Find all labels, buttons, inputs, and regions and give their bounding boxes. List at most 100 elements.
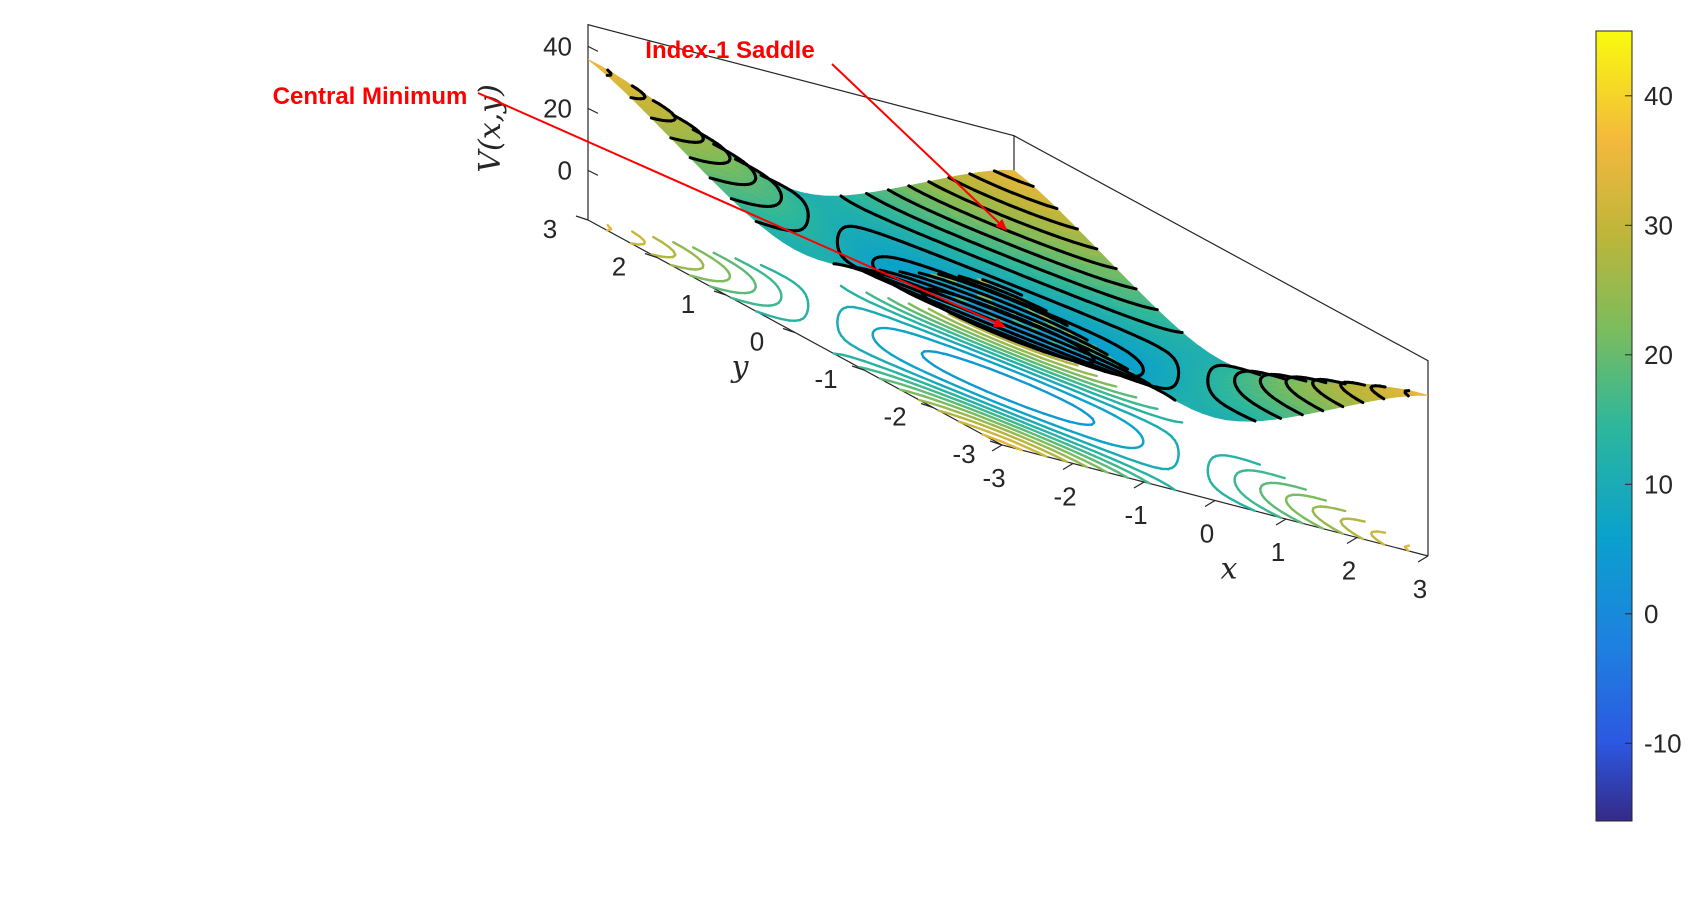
floor-contour-segment [968, 382, 987, 393]
floor-contour-segment [1280, 510, 1293, 519]
floor-contour-segment [1139, 462, 1151, 468]
floor-contour-segment [869, 301, 885, 310]
floor-contour-segment [1043, 412, 1060, 420]
floor-contour-segment [901, 315, 912, 322]
y-tick-label: 2 [612, 252, 626, 282]
floor-contour-segment [964, 402, 982, 411]
floor-contour-segment [929, 401, 945, 409]
floor-contour-segment [1152, 423, 1159, 429]
surface-contour-segment [965, 198, 974, 205]
surface-contour-segment [928, 288, 944, 297]
surface-contour-segment [1039, 255, 1053, 263]
surface-contour-segment [1052, 300, 1067, 308]
floor-contour-segment [1293, 485, 1308, 491]
surface-contour-segment [927, 180, 938, 187]
floor-contour-segment [1113, 390, 1128, 397]
floor-contour-segment [1112, 458, 1132, 468]
surface-contour-segment [1007, 337, 1021, 345]
floor-contour-segment [933, 385, 953, 395]
floor-contour-segment [1345, 527, 1356, 535]
floor-contour-segment [1093, 454, 1104, 461]
floor-contour-segment [999, 415, 1011, 422]
floor-contour-segment [1313, 496, 1328, 502]
floor-contour-segment [971, 336, 991, 346]
floor-contour-segment [998, 430, 1008, 436]
floor-contour-segment [1016, 351, 1029, 358]
surface-contour-segment [1117, 297, 1130, 304]
surface-contour-segment [927, 266, 942, 273]
surface-contour-segment [952, 298, 960, 303]
floor-contour-segment [942, 405, 960, 414]
floor-contour-segment [1113, 452, 1127, 460]
floor-contour-segment [1033, 416, 1043, 422]
surface-contour-segment [933, 275, 945, 282]
floor-contour-segment [860, 349, 872, 357]
floor-contour-segment [1090, 387, 1103, 393]
floor-contour-segment [1069, 430, 1088, 438]
floor-contour-segment [1052, 381, 1074, 392]
floor-contour-segment [1042, 433, 1051, 438]
surface-contour-segment [978, 325, 994, 333]
surface-contour-segment [935, 304, 949, 312]
floor-contour-segment [975, 393, 996, 403]
floor-contour-segment [1006, 362, 1015, 368]
floor-contour-segment [1302, 516, 1314, 525]
floor-contour-segment [1029, 383, 1048, 394]
floor-contour-segment [1095, 465, 1109, 474]
surface-contour-segment [992, 331, 1007, 339]
surface-contour-segment [1014, 311, 1021, 316]
surface-contour-segment [934, 301, 950, 309]
surface-contour-segment [940, 282, 954, 290]
floor-contour-segment [973, 325, 992, 335]
surface-contour-segment [1060, 276, 1076, 285]
floor-contour-segment [999, 439, 1006, 444]
floor-contour-segment [891, 375, 909, 383]
floor-contour-segment [958, 318, 962, 322]
floor-contour-segment [1333, 507, 1347, 513]
floor-contour-segment [1068, 393, 1076, 398]
surface-contour-segment [1032, 324, 1046, 332]
z-tick-label: 20 [543, 93, 572, 123]
floor-contour-segment [1084, 371, 1099, 378]
y-tick-mark [851, 365, 865, 371]
y-tick-mark [575, 215, 589, 221]
surface-contour-segment [1072, 281, 1088, 289]
floor-contour-segment [1135, 408, 1140, 412]
surface-contour-segment [1112, 371, 1125, 378]
surface-contour-segment [941, 278, 955, 285]
x-tick-label: 0 [1200, 519, 1214, 549]
floor-contour-segment [1099, 390, 1110, 396]
surface-contour-segment [992, 249, 1002, 255]
floor-contour-segment [995, 342, 1008, 350]
floor-contour-segment [1084, 450, 1096, 458]
colorbar: -10 0 10 20 30 40 [1595, 30, 1682, 822]
floor-contour-segment [732, 262, 743, 270]
surface-contour-segment [1074, 360, 1089, 367]
surface-contour-segment [1062, 250, 1076, 258]
floor-contour-segment [1036, 438, 1057, 449]
surface-contour-segment [1066, 343, 1082, 352]
floor-contour-segment [966, 414, 977, 420]
surface-contour-segment [1084, 285, 1094, 291]
floor-contour-segment [957, 385, 973, 394]
floor-contour-segment [1106, 450, 1117, 456]
floor-contour-segment [1056, 370, 1071, 378]
surface-contour-segment [900, 274, 912, 281]
surface-contour-segment [1059, 317, 1071, 325]
surface-contour-segment [900, 225, 910, 231]
surface-contour-segment [1080, 355, 1097, 364]
floor-contour-segment [948, 345, 964, 353]
floor-contour-segment [1007, 419, 1023, 427]
surface-contour-segment [1274, 374, 1287, 381]
surface-contour-segment [905, 280, 920, 288]
floor-contour-segment [1068, 435, 1091, 446]
surface-contour-segment [1052, 322, 1066, 330]
surface-contour-segment [1025, 289, 1038, 297]
surface-contour-segment [1086, 300, 1103, 308]
floor-contour-segment [885, 302, 901, 312]
surface-contour-segment [884, 217, 899, 226]
surface-contour-segment [1049, 298, 1056, 304]
y-tick-label: 3 [543, 214, 557, 244]
floor-contour-segment [1010, 376, 1032, 386]
floor-contour-segment [780, 317, 791, 322]
